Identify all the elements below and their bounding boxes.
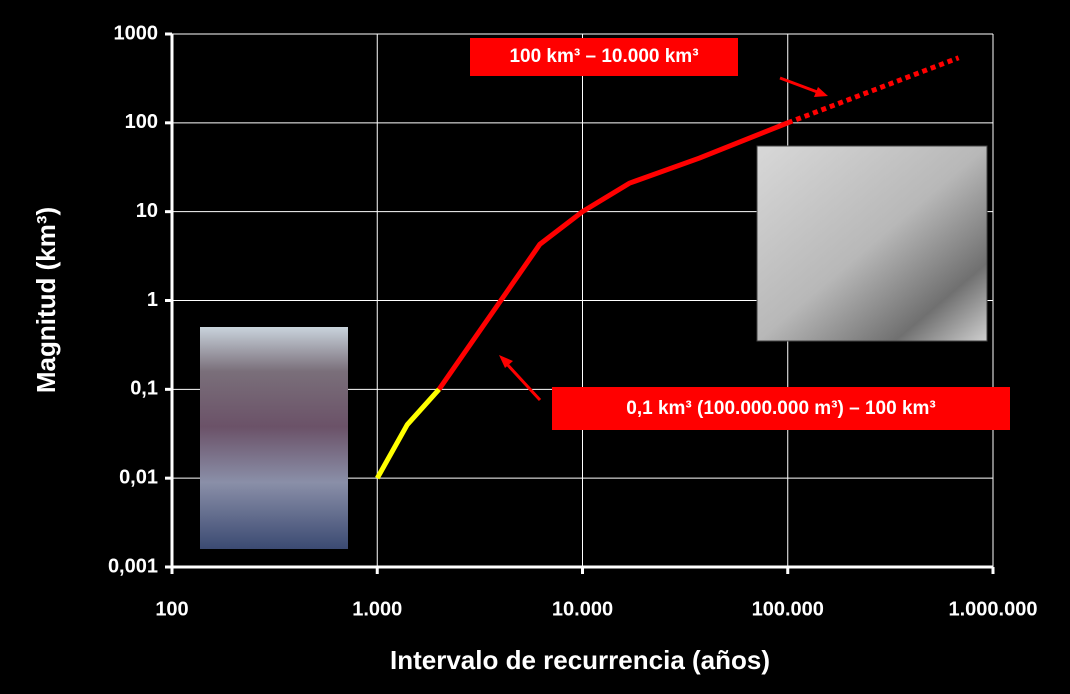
y-tick-label: 0,01 [119, 466, 158, 488]
y-tick-label: 0,001 [108, 555, 158, 577]
x-tick-label: 100 [155, 598, 188, 620]
annotation: 0,1 km³ (100.000.000 m³) – 100 km³ [626, 398, 935, 419]
y-tick-label: 100 [125, 111, 158, 133]
x-tick-label: 1.000 [352, 598, 402, 620]
photo-cliff [200, 327, 348, 549]
annotation-box [470, 38, 738, 76]
y-tick-label: 1 [147, 289, 158, 311]
annotation-box [552, 387, 1010, 430]
x-tick-label: 10.000 [552, 598, 613, 620]
x-tick-label: 100.000 [752, 598, 824, 620]
y-tick-label: 1000 [114, 22, 159, 44]
series-line [375, 387, 441, 480]
x-tick-label: 1.000.000 [949, 598, 1038, 620]
annotation: 100 km³ – 10.000 km³ [509, 46, 698, 67]
series-line [786, 55, 960, 126]
y-axis-label: Magnitud (km³) [31, 207, 61, 393]
arrow [503, 360, 542, 402]
y-tick-label: 0,1 [130, 378, 158, 400]
y-tick-label: 10 [136, 200, 158, 222]
photo-map [756, 145, 988, 342]
arrow-head [814, 87, 828, 97]
series-line [436, 120, 789, 391]
arrow [779, 76, 821, 95]
arrow-head [499, 355, 513, 368]
x-axis-label: Intervalo de recurrencia (años) [390, 645, 770, 675]
